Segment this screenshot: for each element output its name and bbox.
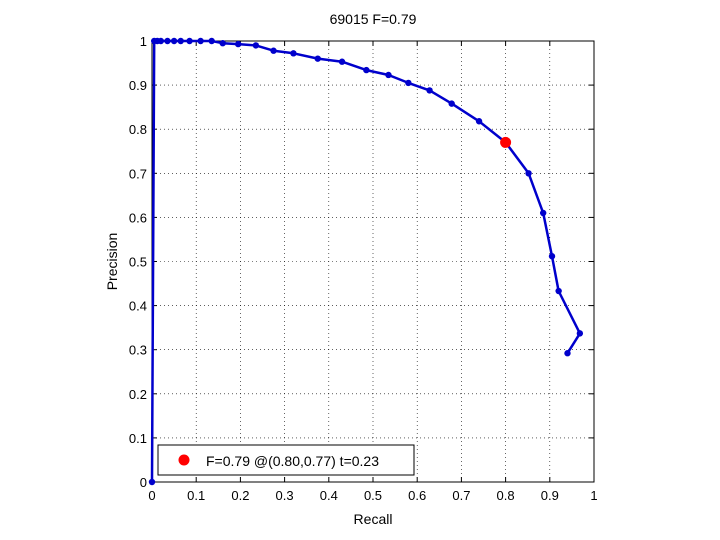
y-tick-label: 0.2	[129, 387, 147, 402]
x-tick-label: 0	[148, 488, 155, 503]
y-tick-label: 0.4	[129, 299, 147, 314]
data-point	[234, 40, 242, 48]
data-point	[363, 66, 370, 74]
data-point	[314, 55, 321, 62]
data-point	[576, 330, 584, 337]
y-tick-label: 0.6	[129, 210, 147, 225]
x-tick-label: 0.1	[187, 488, 205, 503]
x-tick-label: 0.4	[320, 488, 338, 503]
data-point	[405, 79, 412, 87]
x-tick-label: 0.9	[541, 488, 559, 503]
x-axis-label: Recall	[354, 511, 393, 527]
legend-marker	[178, 454, 190, 466]
y-tick-label: 0.9	[129, 78, 147, 93]
data-point	[539, 209, 547, 217]
data-point	[186, 37, 193, 45]
data-point	[385, 71, 392, 79]
best-f-point	[500, 136, 512, 148]
data-point	[252, 42, 260, 49]
legend-label: F=0.79 @(0.80,0.77) t=0.23	[206, 453, 379, 469]
data-point	[564, 350, 571, 357]
y-tick-label: 0.1	[129, 431, 147, 446]
data-point	[177, 37, 184, 45]
data-point	[555, 287, 562, 295]
chart-title: 69015 F=0.79	[330, 11, 417, 27]
x-tick-label: 0.2	[231, 488, 249, 503]
x-tick-label: 0.7	[452, 488, 470, 503]
x-tick-label: 1	[590, 488, 597, 503]
y-tick-label: 0	[140, 475, 147, 490]
data-point	[338, 58, 346, 65]
data-point	[525, 170, 532, 177]
data-point	[475, 118, 483, 125]
x-tick-label: 0.5	[364, 488, 382, 503]
data-point	[148, 478, 156, 486]
data-point	[548, 253, 556, 260]
data-point	[157, 37, 165, 45]
data-point	[170, 37, 178, 45]
x-tick-label: 0.6	[408, 488, 426, 503]
data-point	[270, 47, 277, 54]
y-tick-label: 0.8	[129, 122, 147, 137]
data-point	[164, 37, 171, 45]
legend-box	[157, 444, 415, 476]
y-tick-label: 1	[140, 34, 147, 49]
y-axis-label: Precision	[104, 233, 120, 291]
x-tick-label: 0.3	[276, 488, 294, 503]
data-point	[448, 100, 455, 107]
y-tick-label: 0.5	[129, 255, 147, 270]
y-tick-label: 0.3	[129, 343, 147, 358]
x-tick-label: 0.8	[497, 488, 515, 503]
data-point	[208, 37, 215, 45]
data-point	[290, 50, 297, 57]
data-point	[219, 40, 226, 47]
data-point	[426, 87, 433, 94]
y-tick-label: 0.7	[129, 166, 147, 181]
data-point	[197, 37, 204, 45]
